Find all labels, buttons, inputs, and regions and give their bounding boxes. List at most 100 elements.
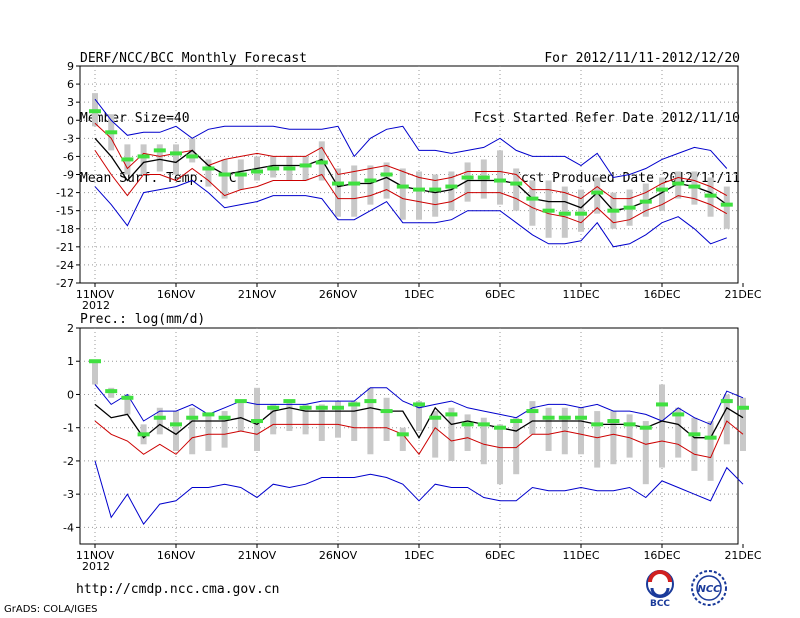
observed-marker [121, 157, 134, 162]
observed-marker [672, 181, 685, 186]
spread-bar [578, 407, 584, 455]
spread-bar [286, 401, 293, 432]
series-line-mean [94, 137, 728, 212]
bcc-logo-icon: BCC [646, 570, 674, 608]
spread-bar [270, 404, 277, 435]
observed-marker [656, 187, 668, 192]
observed-marker [218, 415, 231, 420]
x-tick-label: 1DEC [404, 549, 434, 562]
observed-marker [704, 435, 717, 440]
observed-marker [639, 199, 652, 204]
observed-marker [494, 178, 506, 183]
observed-marker [283, 399, 296, 404]
observed-marker [170, 422, 182, 427]
spread-bar [92, 361, 98, 385]
precip-panel-title: Prec.: log(mm/d) [80, 312, 205, 327]
observed-marker [542, 415, 555, 420]
y-tick-label: -9 [63, 169, 74, 182]
observed-marker [461, 422, 474, 427]
x-tick-label: 11NOV [76, 549, 115, 562]
spread-bar [383, 162, 390, 199]
observed-marker [137, 154, 150, 159]
observed-marker [607, 208, 620, 213]
series-line-max [94, 98, 728, 179]
spread-bar [399, 168, 406, 220]
observed-marker [348, 402, 361, 407]
observed-marker [251, 169, 263, 174]
grads-credit: GrADS: COLA/IGES [4, 604, 98, 615]
x-tick-label: 6DEC [485, 288, 515, 301]
y-tick-label: 1 [67, 355, 74, 368]
spread-bar [480, 417, 487, 465]
observed-marker [105, 389, 118, 394]
spread-bar [675, 407, 682, 458]
observed-marker [170, 151, 182, 156]
observed-marker [510, 181, 523, 186]
observed-marker [234, 399, 247, 404]
spread-bar [723, 394, 730, 445]
observed-marker [656, 402, 668, 407]
spread-bar [691, 417, 698, 471]
observed-marker [558, 415, 571, 420]
observed-marker [202, 166, 215, 171]
spread-bar [173, 144, 179, 175]
observed-marker [413, 187, 425, 192]
spread-bar [594, 177, 601, 214]
y-tick-label: 6 [67, 78, 74, 91]
spread-bar [237, 401, 244, 432]
observed-marker [429, 415, 442, 420]
spread-bar [659, 384, 665, 468]
observed-marker [688, 432, 701, 437]
x-tick-label: 16DEC [643, 549, 680, 562]
observed-marker [526, 196, 539, 201]
spread-bar [707, 421, 714, 481]
observed-marker [89, 109, 101, 114]
observed-marker [218, 172, 231, 177]
x-tick-year: 2012 [82, 299, 110, 312]
spread-bar [205, 414, 212, 451]
observed-marker [364, 178, 377, 183]
observed-marker [413, 402, 425, 407]
spread-bar [416, 401, 422, 432]
observed-marker [477, 175, 490, 180]
spread-bar [432, 411, 439, 458]
spread-bar [659, 177, 665, 211]
spread-bar [464, 414, 471, 451]
observed-marker [510, 419, 523, 424]
spread-bar [124, 394, 131, 415]
x-tick-label: 26NOV [319, 288, 358, 301]
y-tick-label: 9 [67, 60, 74, 73]
y-tick-label: -1 [63, 422, 74, 435]
spread-bar [740, 397, 746, 451]
footer-url[interactable]: http://cmdp.ncc.cma.gov.cn [76, 582, 280, 597]
series-line-inner_low [94, 150, 728, 224]
observed-marker [720, 399, 733, 404]
x-tick-label: 16NOV [157, 549, 196, 562]
observed-marker [542, 208, 555, 213]
spread-bar [513, 417, 520, 475]
y-tick-label: 0 [67, 388, 74, 401]
spread-bar [221, 411, 228, 448]
spread-bar [529, 180, 536, 226]
observed-marker [445, 184, 458, 189]
spread-bar [383, 397, 390, 441]
spread-bar [173, 411, 179, 451]
observed-marker [283, 166, 296, 171]
observed-marker [494, 425, 506, 430]
spread-bar [367, 165, 374, 205]
x-tick-label: 16DEC [643, 288, 680, 301]
series-line-max [94, 384, 744, 426]
chart-main-title: DERF/NCC/BCC Monthly Forecast [80, 51, 307, 66]
spread-bar [189, 407, 196, 455]
y-tick-label: -24 [56, 259, 74, 272]
observed-marker [396, 184, 409, 189]
spread-bar [416, 171, 422, 220]
spread-bar [399, 427, 406, 451]
spread-bar [302, 156, 309, 181]
forecast-period: For 2012/11/11-2012/12/20 [544, 51, 740, 66]
bcc-logo-text: BCC [650, 599, 670, 608]
observed-marker [267, 166, 280, 171]
spread-bar [578, 189, 584, 232]
